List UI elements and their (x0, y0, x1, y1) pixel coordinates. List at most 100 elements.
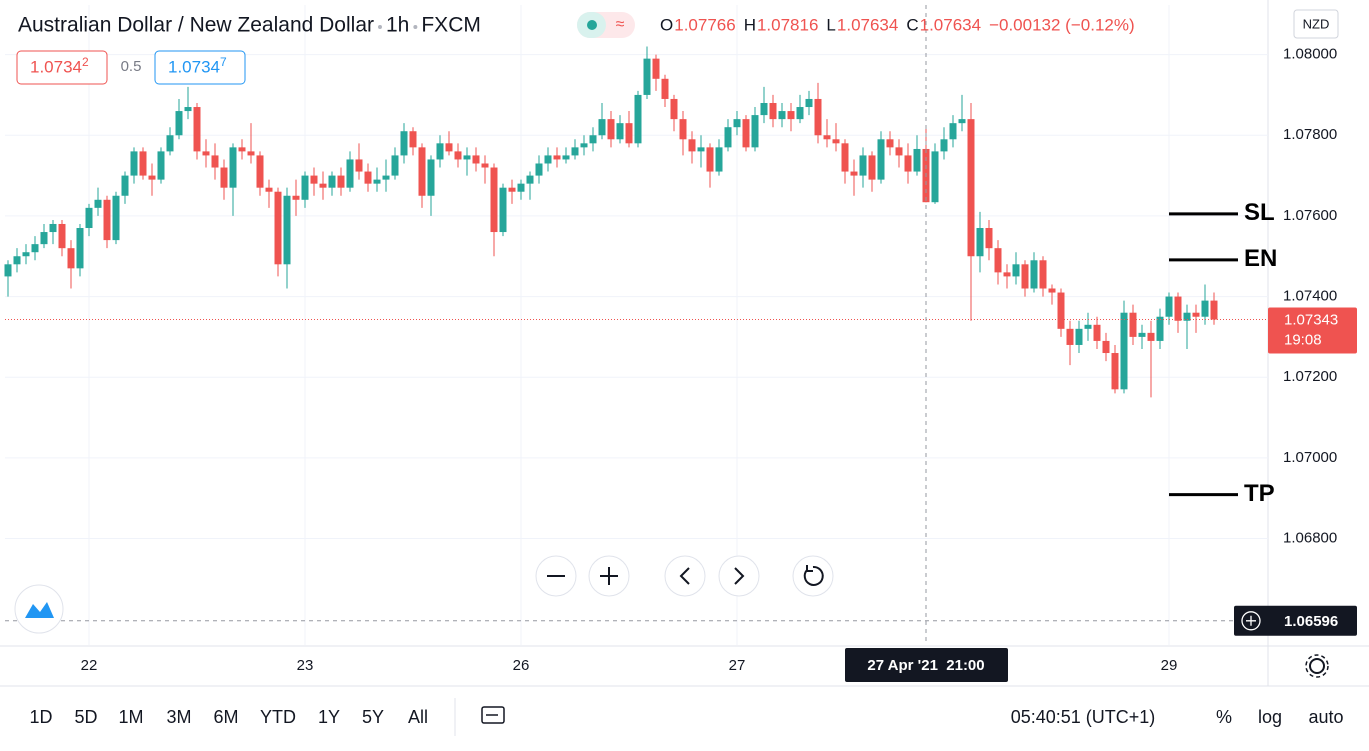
candle-body (1174, 296, 1182, 321)
sell-pip: 2 (82, 55, 89, 69)
candle-body (1129, 312, 1137, 337)
candle-body (994, 248, 1002, 273)
scroll-right-button[interactable] (718, 555, 760, 597)
timeframe-button[interactable]: 5Y (362, 707, 384, 727)
candle-body (535, 163, 543, 176)
y-tick-label: 1.08000 (1283, 46, 1337, 63)
candle-body (652, 58, 660, 79)
candle-body (742, 119, 750, 148)
percent-toggle[interactable]: % (1216, 707, 1232, 727)
candle-body (1021, 264, 1029, 289)
candle-body (400, 131, 408, 156)
ohlc-value: 1.07634 (837, 15, 898, 34)
candle-body (805, 98, 813, 108)
candle-body (1138, 332, 1146, 337)
scroll-left-button[interactable] (664, 555, 706, 597)
spread: 0.5 (121, 58, 142, 75)
candle-body (22, 252, 30, 257)
timeframe-button[interactable]: 3M (166, 707, 191, 727)
candle-body (1003, 272, 1011, 277)
y-tick-label: 1.06800 (1283, 530, 1337, 547)
candle-body (976, 228, 984, 257)
separator-dot (378, 25, 382, 29)
candle-body (724, 127, 732, 148)
candles (4, 46, 1218, 398)
y-tick-label: 1.07400 (1283, 288, 1337, 305)
candle-body (391, 155, 399, 176)
add-alert-plus (1246, 615, 1256, 626)
timeframe-button[interactable]: 6M (213, 707, 238, 727)
timeframe-button[interactable]: 1M (118, 707, 143, 727)
candle-body (580, 143, 588, 148)
candle-body (499, 187, 507, 233)
candle-body (112, 195, 120, 241)
candle-body (688, 139, 696, 152)
reset-button[interactable] (792, 555, 834, 597)
candle-body (13, 256, 21, 265)
candle-body (715, 147, 723, 172)
timeframe-button[interactable]: All (408, 707, 428, 727)
ohlc-value: 1.07766 (674, 15, 735, 34)
candle-body (670, 98, 678, 120)
candle-body (229, 147, 237, 188)
candle-body (778, 111, 786, 120)
candle-body (418, 147, 426, 196)
zoom-out-button[interactable] (535, 555, 577, 597)
candle-body (1093, 324, 1101, 341)
candle-body (751, 115, 759, 148)
candle-body (562, 155, 570, 160)
zoom-in-button[interactable] (588, 555, 630, 597)
ohlc-value: 1.07816 (757, 15, 818, 34)
change: −0.00132 (−0.12%) (989, 15, 1135, 34)
candle-body (553, 155, 561, 160)
candle-body (706, 147, 714, 172)
timeframe-button[interactable]: YTD (260, 707, 296, 727)
exchange: FXCM (421, 14, 481, 37)
y-tick-label: 1.07000 (1283, 449, 1337, 466)
candle-body (832, 139, 840, 144)
candle-body (364, 171, 372, 184)
candle-body (193, 107, 201, 152)
candle-body (409, 131, 417, 148)
candle-body (328, 175, 336, 188)
candle-body (139, 151, 147, 176)
candle-body (31, 244, 39, 253)
candle-body (1030, 260, 1038, 289)
candle-body (643, 58, 651, 95)
candle-body (292, 195, 300, 200)
candle-body (454, 151, 462, 160)
candle-body (544, 155, 552, 164)
timeframe-button[interactable]: 1D (29, 707, 52, 727)
x-tick-label: 26 (513, 657, 530, 674)
timeframe-button[interactable]: 1Y (318, 707, 340, 727)
candle-body (490, 167, 498, 233)
candle-body (634, 94, 642, 144)
candle-body (931, 151, 939, 203)
candle-body (1183, 312, 1191, 321)
candle-body (517, 183, 525, 192)
candle-body (103, 199, 111, 241)
ohlc-value: 1.07634 (920, 15, 981, 34)
buy-button[interactable] (154, 50, 246, 85)
log-toggle[interactable]: log (1258, 707, 1282, 727)
candle-body (760, 102, 768, 116)
currency-label: NZD (1303, 16, 1330, 31)
last-price-box (1268, 307, 1357, 354)
ohlc-key: L (826, 15, 835, 34)
candle-body (787, 111, 795, 120)
annotation-label: TP (1244, 480, 1275, 507)
settings-button[interactable] (1305, 654, 1329, 678)
candle-body (1048, 288, 1056, 293)
candle-body (1057, 292, 1065, 329)
candle-body (175, 111, 183, 136)
candle-body (1039, 260, 1047, 289)
annotation-label: SL (1244, 199, 1275, 226)
x-tick-label: 22 (81, 657, 98, 674)
auto-toggle[interactable]: auto (1308, 707, 1343, 727)
add-alert-icon[interactable] (1241, 611, 1261, 631)
crosshair-price-box (1234, 605, 1357, 636)
compare-button[interactable] (481, 706, 505, 724)
sell-button[interactable] (16, 50, 108, 85)
timeframe-button[interactable]: 5D (74, 707, 97, 727)
